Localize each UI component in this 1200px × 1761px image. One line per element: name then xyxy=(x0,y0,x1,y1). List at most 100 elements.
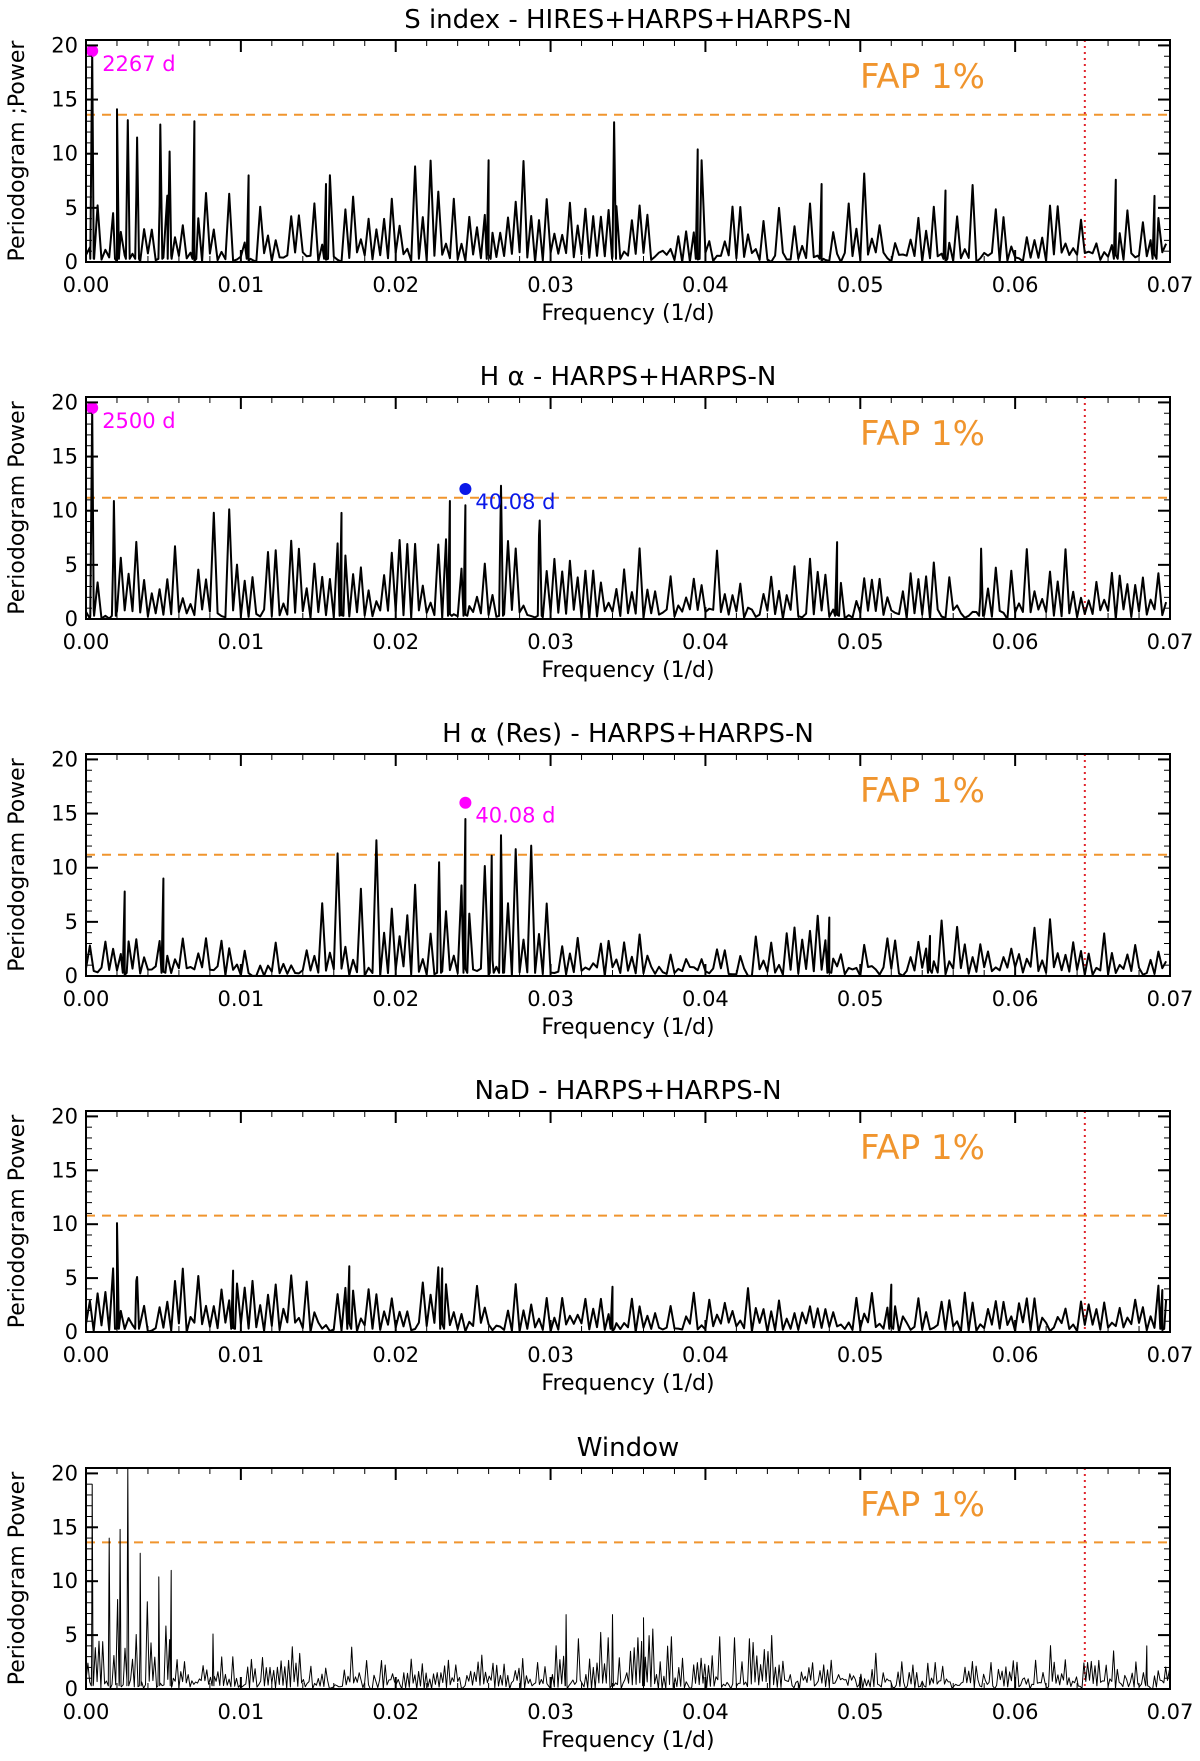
fap-label: FAP 1% xyxy=(860,1485,985,1525)
x-tick-label: 0.02 xyxy=(372,1700,419,1724)
x-tick-label: 0.01 xyxy=(217,1343,264,1367)
x-tick-label: 0.01 xyxy=(217,987,264,1011)
fap-label: FAP 1% xyxy=(860,1128,985,1168)
plot-frame xyxy=(85,753,1171,977)
panel-5: Window FAP 1% 0.00 0.01 0.02 0.03 0.04 0.05 0.06… xyxy=(5,1433,1193,1753)
peak-marker xyxy=(459,483,472,496)
y-tick-label: 5 xyxy=(65,1266,78,1290)
x-tick-label: 0.02 xyxy=(372,630,419,654)
y-tick-label: 10 xyxy=(51,142,78,166)
fap-label: FAP 1% xyxy=(860,414,985,454)
y-tick-label: 15 xyxy=(51,88,78,112)
panel-title: NaD - HARPS+HARPS-N xyxy=(474,1076,781,1106)
fap-label: FAP 1% xyxy=(860,771,985,811)
plot-frame xyxy=(85,1110,1171,1333)
y-tick-label: 15 xyxy=(51,1158,78,1182)
y-tick-label: 0 xyxy=(65,1320,78,1344)
x-tick-label: 0.05 xyxy=(837,1343,884,1367)
y-tick-label: 10 xyxy=(51,1212,78,1236)
y-tick-label: 10 xyxy=(51,499,78,523)
x-tick-label: 0.07 xyxy=(1147,630,1194,654)
x-tick-label: 0.04 xyxy=(682,1343,729,1367)
y-axis-label: Periodogram Power xyxy=(5,757,30,971)
y-tick-label: 5 xyxy=(65,196,78,220)
plot-frame xyxy=(85,1467,1171,1690)
y-tick-label: 10 xyxy=(51,1569,78,1593)
y-axis-label: Periodogram Power xyxy=(5,1114,30,1328)
y-tick-label: 20 xyxy=(51,33,78,57)
plot-frame xyxy=(85,396,1171,620)
x-tick-label: 0.04 xyxy=(682,987,729,1011)
y-axis-label: Periodogram Power xyxy=(5,1471,30,1685)
x-tick-label: 0.06 xyxy=(992,1700,1039,1724)
x-tick-label: 0.03 xyxy=(527,987,574,1011)
y-tick-label: 5 xyxy=(65,1623,78,1647)
x-tick-label: 0.01 xyxy=(217,630,264,654)
y-tick-label: 5 xyxy=(65,910,78,934)
x-tick-label: 0.00 xyxy=(63,1700,110,1724)
x-tick-label: 0.03 xyxy=(527,273,574,297)
y-axis-label: Periodogram Power xyxy=(5,400,30,614)
x-tick-label: 0.07 xyxy=(1147,273,1194,297)
panel-title: H α - HARPS+HARPS-N xyxy=(480,362,777,392)
y-tick-label: 20 xyxy=(51,1461,78,1485)
y-tick-label: 0 xyxy=(65,250,78,274)
x-tick-label: 0.00 xyxy=(63,273,110,297)
x-tick-label: 0.05 xyxy=(837,630,884,654)
x-tick-label: 0.00 xyxy=(63,987,110,1011)
x-tick-label: 0.03 xyxy=(527,630,574,654)
periodogram-series xyxy=(85,1222,1168,1333)
y-tick-label: 0 xyxy=(65,607,78,631)
panel-2: H α - HARPS+HARPS-N FAP 1% 2500 d 40.08 d 0.… xyxy=(5,362,1193,683)
x-tick-label: 0.02 xyxy=(372,273,419,297)
y-tick-label: 5 xyxy=(65,553,78,577)
periodogram-series xyxy=(85,406,1168,620)
y-tick-label: 20 xyxy=(51,1104,78,1128)
x-tick-label: 0.00 xyxy=(63,1343,110,1367)
x-tick-label: 0.06 xyxy=(992,1343,1039,1367)
x-tick-label: 0.01 xyxy=(217,1700,264,1724)
y-tick-label: 0 xyxy=(65,964,78,988)
x-tick-label: 0.03 xyxy=(527,1700,574,1724)
y-tick-label: 0 xyxy=(65,1677,78,1701)
panel-4: NaD - HARPS+HARPS-N FAP 1% 0.00 0.01 0.02 0.0… xyxy=(5,1076,1193,1396)
y-tick-label: 15 xyxy=(51,445,78,469)
panel-title: S index - HIRES+HARPS+HARPS-N xyxy=(404,5,852,35)
panel-title: Window xyxy=(577,1433,680,1463)
y-tick-label: 15 xyxy=(51,1515,78,1539)
x-tick-label: 0.07 xyxy=(1147,1343,1194,1367)
y-axis-label: Periodogram ;Power xyxy=(5,40,30,262)
x-axis-label: Frequency (1/d) xyxy=(541,1015,714,1040)
x-tick-label: 0.07 xyxy=(1147,987,1194,1011)
panel-3: H α (Res) - HARPS+HARPS-N FAP 1% 40.08 d 0.… xyxy=(5,719,1193,1040)
peak-label: 40.08 d xyxy=(475,490,555,514)
periodogram-series xyxy=(85,1467,1170,1690)
periodogram-series xyxy=(85,818,1167,977)
peak-marker xyxy=(459,796,472,809)
y-tick-label: 10 xyxy=(51,856,78,880)
plot-frame xyxy=(85,39,1171,263)
x-tick-label: 0.05 xyxy=(837,987,884,1011)
y-tick-label: 20 xyxy=(51,390,78,414)
x-tick-label: 0.07 xyxy=(1147,1700,1194,1724)
fap-label: FAP 1% xyxy=(860,57,985,97)
x-tick-label: 0.04 xyxy=(682,630,729,654)
x-axis-label: Frequency (1/d) xyxy=(541,1371,714,1396)
panel-title: H α (Res) - HARPS+HARPS-N xyxy=(442,719,814,749)
panel-1: S index - HIRES+HARPS+HARPS-N FAP 1% 2267 … xyxy=(5,5,1193,326)
x-tick-label: 0.06 xyxy=(992,273,1039,297)
peak-marker xyxy=(86,401,99,414)
x-tick-label: 0.01 xyxy=(217,273,264,297)
x-tick-label: 0.04 xyxy=(682,273,729,297)
y-tick-label: 20 xyxy=(51,747,78,771)
x-axis-label: Frequency (1/d) xyxy=(541,658,714,683)
x-tick-label: 0.06 xyxy=(992,630,1039,654)
x-tick-label: 0.06 xyxy=(992,987,1039,1011)
x-axis-label: Frequency (1/d) xyxy=(541,301,714,326)
x-tick-label: 0.04 xyxy=(682,1700,729,1724)
peak-label: 40.08 d xyxy=(475,804,555,828)
x-tick-label: 0.05 xyxy=(837,1700,884,1724)
y-tick-label: 15 xyxy=(51,802,78,826)
peak-marker xyxy=(86,44,99,57)
